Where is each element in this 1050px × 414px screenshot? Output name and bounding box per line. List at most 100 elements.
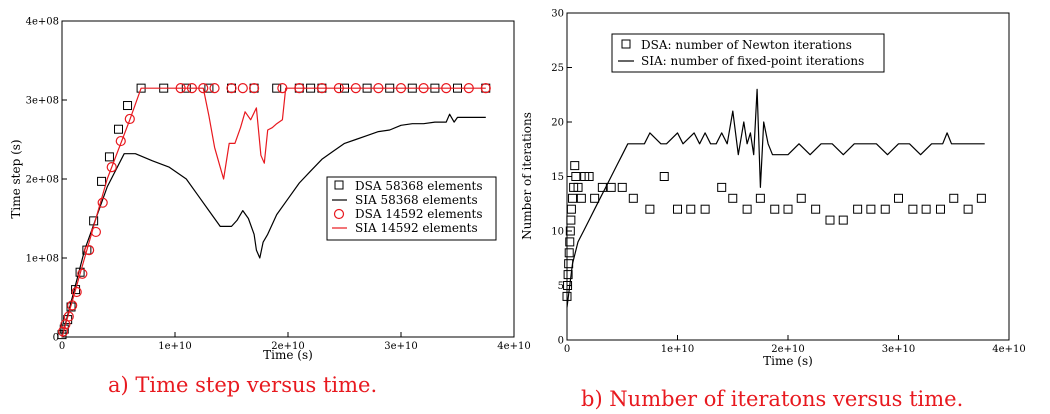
x-tick-label: 2e+10 [771,344,804,355]
panel-b-series-0-square-marker [645,204,655,214]
legend-square-marker-icon [621,39,631,49]
panel-b-series-0-square-marker [628,193,638,203]
panel-a-series-2-circle-marker [97,197,108,208]
y-tick-label: 0 [53,333,59,344]
panel-b-ylabel: Number of iterations [520,112,534,240]
panel-b-series-0-square-marker [770,204,780,214]
legend-entry-dsa-newton: DSA: number of Newton iterations [641,38,852,52]
panel-a-series-0-square-marker [97,176,107,186]
panel-b-series-0-square-marker [728,193,738,203]
y-tick-label: 25 [551,63,564,74]
panel-b-xlabel: Time (s) [763,354,813,368]
y-tick-label: 30 [551,9,564,20]
panel-b-series-0-square-marker [566,215,576,225]
panel-b-series-0-square-marker [659,172,669,181]
y-tick-label: 15 [551,172,564,183]
panel-b-series-0-square-marker [755,193,765,203]
panel-a-series-2-circle-marker [77,268,88,279]
panel-b-series-0-square-marker [838,215,848,225]
panel-b-series-0-square-marker [590,193,600,203]
legend-entry-dsa-14592: DSA 14592 elements [355,207,483,221]
y-tick-label: 4e+08 [26,17,59,28]
panel-a-series-2-circle-marker [209,83,220,94]
panel-b-series-0-square-marker [853,204,863,214]
panel-a-series-0-square-marker [104,152,114,162]
y-tick-label: 10 [551,227,564,238]
panel-a-caption: a) Time step versus time. [108,373,377,397]
panel-a: 0 1e+10 2e+10 3e+10 4e+10 0 1e+08 2e+08 3e+08 4e+… [9,17,531,398]
panel-b-series-0-square-marker [673,204,682,214]
panel-b-series-0-square-marker [565,226,575,236]
x-tick-label: 0 [564,344,570,355]
panel-a-series-0-square-marker [272,83,282,93]
panel-a-series-2-circle-marker [84,245,95,256]
panel-b-series-0-square-marker [935,204,945,214]
panel-b-series-0-square-marker [617,182,627,192]
panel-b-legend-box [611,33,885,73]
panel-b-series-0-square-marker [894,193,903,203]
panel-b-series-0-square-marker [796,193,806,203]
panel-b-series-0-square-marker [562,291,572,301]
panel-b-series-0-square-marker [573,182,583,192]
panel-a-series-2-circle-marker [58,326,69,337]
panel-b-series-1-line [566,88,985,308]
panel-a-series-2-circle-marker [237,83,248,94]
panel-b-series-0-square-marker [568,193,578,203]
panel-b-series-0-square-marker [570,161,580,171]
x-tick-label: 4e+10 [497,341,530,352]
x-tick-label: 3e+10 [384,341,417,352]
panel-b-series-0-square-marker [783,204,793,214]
panel-b-ticks: 0 1e+10 2e+10 3e+10 4e+10 0 5 10 15 20 25 30 [551,9,1025,356]
x-tick-label: 2e+10 [271,341,304,352]
panel-a-series-2-circle-marker [249,83,260,94]
panel-b-series-0-square-marker [908,204,918,214]
panel-b-series-0-square-marker [566,204,576,214]
panel-b-plot-area [562,88,986,308]
panel-a-series-0-square-marker [123,101,133,111]
panel-a-series-0-square-marker [59,324,69,334]
panel-b-series-0-square-marker [571,172,581,181]
panel-a-series-2-circle-marker [226,83,237,94]
panel-a-series-0-square-marker [114,124,123,134]
y-tick-label: 2e+08 [26,175,59,186]
panel-b-series-0-square-marker [742,204,752,214]
panel-b-caption: b) Number of iteratons versus time. [581,387,963,411]
panel-a-ylabel: Time step (s) [9,139,23,218]
panel-b-series-0-square-marker [700,204,710,214]
panel-b-series-0-square-marker [564,259,574,269]
panel-b-series-0-square-marker [825,215,835,225]
legend-entry-dsa-58368: DSA 58368 elements [355,179,483,193]
y-tick-label: 3e+08 [26,96,59,107]
y-tick-label: 0 [558,336,564,347]
x-tick-label: 0 [59,341,65,352]
y-tick-label: 20 [551,118,564,129]
panel-b-series-0-square-marker [563,281,573,290]
panel-a-series-2-circle-marker [124,113,135,125]
panel-b-series-0-square-marker [564,248,574,258]
panel-a-xlabel: Time (s) [263,348,313,362]
panel-b-series-0-square-marker [576,193,586,203]
legend-entry-sia-14592: SIA 14592 elements [355,221,478,235]
panel-a-legend-box [326,176,497,241]
x-tick-label: 1e+10 [661,344,694,355]
panel-b-series-0-square-marker [811,204,821,214]
panel-a-series-1-line [61,113,486,338]
panel-a-series-2-circle-marker [106,162,117,173]
panel-b-series-0-square-marker [880,204,890,214]
panel-a-ticks: 0 1e+10 2e+10 3e+10 4e+10 0 1e+08 2e+08 3e+08 4e+… [26,17,531,353]
legend-entry-sia-58368: SIA 58368 elements [355,193,478,207]
panel-b-series-0-square-marker [563,270,573,280]
panel-b-series-0-square-marker [976,193,986,203]
panel-b-series-0-square-marker [963,204,973,214]
panel-a-series-0-square-marker [204,83,214,93]
panel-b-series-0-square-marker [584,172,594,181]
y-tick-label: 5 [558,281,564,292]
panel-b-series-0-square-marker [717,182,727,192]
legend-circle-marker-icon [333,208,345,220]
panel-a-series-2-circle-marker [115,135,126,147]
panel-b-series-0-square-marker [949,193,959,203]
panel-b-series-0-square-marker [921,204,931,214]
panel-a-series-3-line [61,87,486,338]
x-tick-label: 3e+10 [882,344,915,355]
